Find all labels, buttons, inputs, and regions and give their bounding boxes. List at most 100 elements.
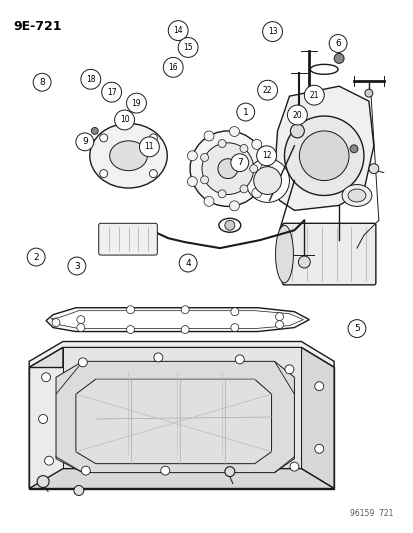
Polygon shape — [63, 348, 301, 469]
Circle shape — [81, 69, 100, 89]
Circle shape — [187, 151, 197, 161]
Circle shape — [126, 306, 134, 314]
Circle shape — [284, 116, 363, 196]
Text: 1: 1 — [242, 108, 248, 117]
Ellipse shape — [90, 124, 167, 188]
Circle shape — [27, 248, 45, 266]
Circle shape — [181, 306, 189, 314]
Text: 4: 4 — [185, 259, 190, 268]
Circle shape — [37, 475, 49, 488]
Circle shape — [179, 254, 197, 272]
Text: 5: 5 — [353, 324, 359, 333]
Circle shape — [77, 316, 85, 324]
Polygon shape — [29, 367, 333, 489]
Circle shape — [74, 486, 83, 496]
Circle shape — [204, 131, 214, 141]
Circle shape — [314, 382, 323, 391]
Circle shape — [38, 415, 47, 423]
Circle shape — [114, 110, 134, 130]
Circle shape — [349, 145, 357, 153]
Circle shape — [168, 21, 188, 41]
Text: 14: 14 — [173, 26, 183, 35]
Polygon shape — [76, 379, 271, 464]
Circle shape — [299, 131, 348, 181]
Text: 10: 10 — [119, 116, 129, 125]
Circle shape — [229, 201, 239, 211]
FancyBboxPatch shape — [282, 223, 375, 285]
Circle shape — [333, 53, 343, 63]
Circle shape — [275, 313, 283, 321]
Circle shape — [245, 159, 289, 203]
Circle shape — [230, 324, 238, 332]
Circle shape — [42, 373, 50, 382]
Circle shape — [368, 164, 378, 174]
Circle shape — [229, 126, 239, 136]
Circle shape — [218, 140, 225, 148]
Polygon shape — [51, 311, 303, 328]
Circle shape — [218, 190, 225, 198]
Circle shape — [289, 462, 298, 471]
Circle shape — [262, 22, 282, 42]
Circle shape — [200, 154, 208, 161]
Circle shape — [240, 144, 247, 152]
Text: 13: 13 — [267, 27, 277, 36]
Circle shape — [81, 466, 90, 475]
Text: 18: 18 — [86, 75, 95, 84]
Polygon shape — [301, 348, 333, 489]
Text: 22: 22 — [262, 86, 272, 95]
Circle shape — [178, 37, 197, 58]
Circle shape — [290, 124, 304, 138]
Text: 20: 20 — [292, 110, 301, 119]
Ellipse shape — [341, 184, 371, 206]
Circle shape — [33, 74, 51, 91]
Circle shape — [149, 169, 157, 177]
Text: 96159  721: 96159 721 — [349, 510, 393, 518]
Circle shape — [230, 308, 238, 316]
Circle shape — [45, 456, 53, 465]
Circle shape — [314, 445, 323, 453]
Circle shape — [190, 131, 265, 206]
Circle shape — [251, 140, 261, 149]
Circle shape — [126, 326, 134, 334]
Circle shape — [304, 85, 323, 105]
Circle shape — [200, 176, 208, 184]
Circle shape — [102, 82, 121, 102]
Circle shape — [240, 185, 247, 193]
Circle shape — [52, 319, 60, 327]
Circle shape — [202, 143, 253, 195]
Circle shape — [217, 159, 237, 179]
Ellipse shape — [275, 225, 293, 283]
Circle shape — [163, 58, 183, 77]
Circle shape — [287, 105, 306, 125]
Circle shape — [328, 35, 346, 52]
Circle shape — [187, 176, 197, 187]
Circle shape — [275, 321, 283, 328]
Text: 17: 17 — [107, 87, 116, 96]
Text: 16: 16 — [168, 63, 178, 72]
Text: 15: 15 — [183, 43, 192, 52]
Circle shape — [364, 89, 372, 97]
Text: 9: 9 — [82, 138, 88, 147]
Circle shape — [149, 134, 157, 142]
Text: 21: 21 — [309, 91, 318, 100]
Circle shape — [204, 196, 214, 206]
Circle shape — [236, 103, 254, 121]
Circle shape — [230, 154, 248, 172]
Circle shape — [235, 355, 244, 364]
Text: 11: 11 — [144, 142, 154, 151]
Circle shape — [100, 134, 107, 142]
Circle shape — [77, 324, 85, 332]
Circle shape — [78, 358, 87, 367]
Text: 8: 8 — [39, 78, 45, 87]
Circle shape — [260, 164, 270, 174]
Circle shape — [251, 188, 261, 198]
Circle shape — [160, 466, 169, 475]
Circle shape — [224, 467, 234, 477]
FancyBboxPatch shape — [98, 223, 157, 255]
Circle shape — [284, 365, 293, 374]
Circle shape — [224, 220, 234, 230]
Polygon shape — [29, 342, 333, 367]
Text: 12: 12 — [261, 151, 271, 160]
Polygon shape — [46, 308, 309, 332]
Text: 19: 19 — [131, 99, 141, 108]
